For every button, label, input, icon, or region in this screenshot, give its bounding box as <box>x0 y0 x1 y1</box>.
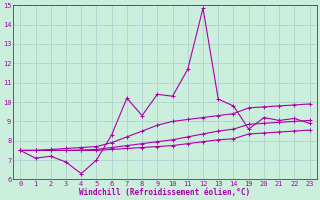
X-axis label: Windchill (Refroidissement éolien,°C): Windchill (Refroidissement éolien,°C) <box>79 188 251 197</box>
